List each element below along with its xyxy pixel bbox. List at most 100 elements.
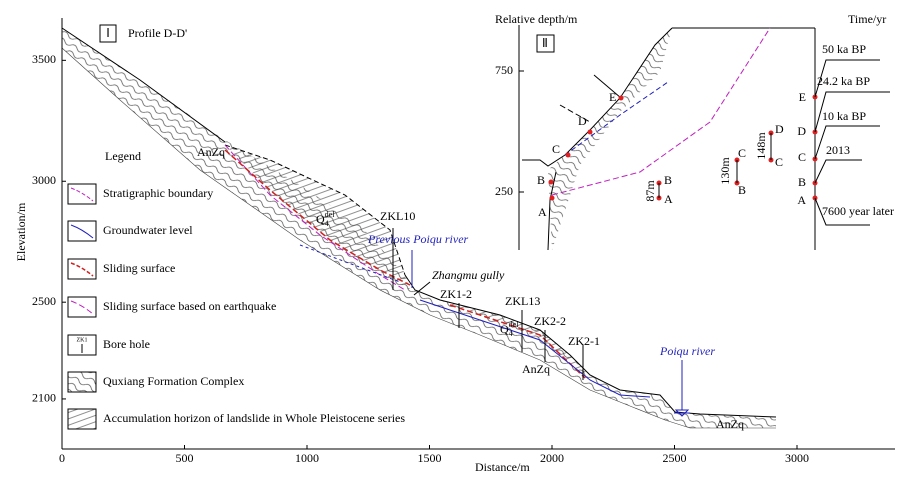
column-height: 148m [754, 132, 768, 160]
inset-profile [547, 171, 557, 251]
inset-surface [559, 104, 591, 123]
x-tick-label: 3000 [785, 451, 809, 465]
borehole-label: ZKL10 [380, 209, 415, 223]
boreholes [392, 228, 584, 380]
gully-label: Zhangmu gully [432, 268, 505, 282]
inset-tick-label: 250 [495, 184, 513, 198]
time-title: Time/yr [848, 12, 886, 26]
band-base [61, 47, 776, 429]
time-label: 24.2 ka BP [817, 74, 870, 88]
q: Q [316, 212, 325, 226]
column-height: 130m [718, 157, 732, 185]
sup: del [509, 320, 520, 329]
point [587, 129, 593, 135]
legend-label: Stratigraphic boundary [103, 186, 213, 200]
panel-box [536, 34, 555, 53]
y-tick-label: 2500 [32, 294, 56, 308]
time-point: B [798, 175, 806, 189]
swatch-line [70, 300, 94, 315]
column-height: 87m [643, 180, 657, 202]
inset-axis-title: Relative depth/m [495, 12, 578, 26]
y-tick-label: 3500 [32, 52, 56, 66]
time-point: C [798, 150, 806, 164]
x-axis-title: Distance/m [475, 460, 530, 474]
point-label: D [775, 122, 784, 136]
inset: Ⅱ Relative depth/m Time/yr E D C B A 87m… [495, 12, 894, 251]
sub: 4 [325, 219, 329, 228]
inset-boundary [551, 27, 771, 196]
old-surface [224, 144, 406, 276]
bore-icon: ZK1 [77, 337, 88, 343]
point-label: D [578, 114, 587, 128]
inset-tick-label: 750 [495, 63, 513, 77]
x-tick-label: 0 [59, 451, 65, 465]
deposit-label: Q4del [500, 320, 519, 338]
legend-label: Quxiang Formation Complex [103, 374, 244, 388]
swatch-line [70, 224, 94, 239]
time-label: 7600 year later [822, 204, 894, 218]
sub: 4 [509, 329, 513, 338]
point-label: E [609, 90, 616, 104]
point-label: B [738, 183, 746, 197]
time-point: A [797, 193, 806, 207]
river-label: Poiqu river [659, 344, 715, 358]
x-tick-label: 1500 [418, 451, 442, 465]
x-tick-label: 2500 [663, 451, 687, 465]
rock-label: AnZq [716, 417, 744, 431]
sup: del [325, 210, 336, 219]
inset-groundwater [564, 81, 669, 156]
borehole-label: ZK1-2 [440, 287, 472, 301]
y-tick-label: 3000 [32, 173, 56, 187]
time-point: E [799, 90, 806, 104]
point [548, 179, 554, 185]
time-label: 2013 [826, 143, 850, 157]
x-tick-label: 2000 [540, 451, 564, 465]
ground-surface [61, 27, 777, 418]
rock-label: AnZq [522, 362, 550, 376]
point-label: C [738, 146, 746, 160]
time-label: 10 ka BP [822, 109, 866, 123]
swatch-line [70, 187, 94, 202]
legend-label: Sliding surface based on earthquake [103, 299, 276, 313]
y-tick-label: 2100 [32, 391, 56, 405]
legend-title: Legend [105, 149, 141, 163]
y-axis-title: Elevation/m [14, 202, 28, 261]
point-label: A [538, 205, 547, 219]
point [565, 152, 571, 158]
x-tick-label: 1000 [295, 451, 319, 465]
borehole-label: ZK2-1 [568, 334, 600, 348]
swatch [67, 296, 97, 318]
panel-label: Ⅱ [542, 36, 548, 50]
panel-box [99, 24, 117, 43]
time-leaders [814, 59, 890, 226]
swatch [67, 371, 97, 393]
point-label: A [664, 192, 673, 206]
borehole-label: ZK2-2 [534, 314, 566, 328]
legend-label: Accumulation horizon of landslide in Who… [103, 411, 405, 425]
stratigraphic-boundary [224, 144, 406, 291]
legend-label: Bore hole [103, 337, 150, 351]
point-label: C [552, 142, 560, 156]
swatch [67, 220, 97, 242]
swatch [67, 183, 97, 205]
inset-surface [593, 74, 622, 99]
accumulation [225, 145, 410, 290]
water-symbol [674, 409, 690, 417]
panel-label: Ⅰ [106, 26, 110, 40]
point [618, 95, 624, 101]
point-label: B [664, 173, 672, 187]
rock-label: AnZq [197, 145, 225, 159]
river-label: Previous Poiqu river [367, 232, 469, 246]
time-label: 50 ka BP [822, 42, 866, 56]
column-lines [658, 133, 772, 198]
x-tick-label: 500 [176, 451, 194, 465]
arrow [413, 281, 431, 296]
point-label: B [537, 173, 545, 187]
time-point: D [797, 124, 806, 138]
swatch [67, 408, 97, 430]
point [549, 195, 555, 201]
swatch-line [70, 262, 94, 277]
title: Profile D-D' [128, 26, 187, 40]
point-label: C [775, 155, 783, 169]
